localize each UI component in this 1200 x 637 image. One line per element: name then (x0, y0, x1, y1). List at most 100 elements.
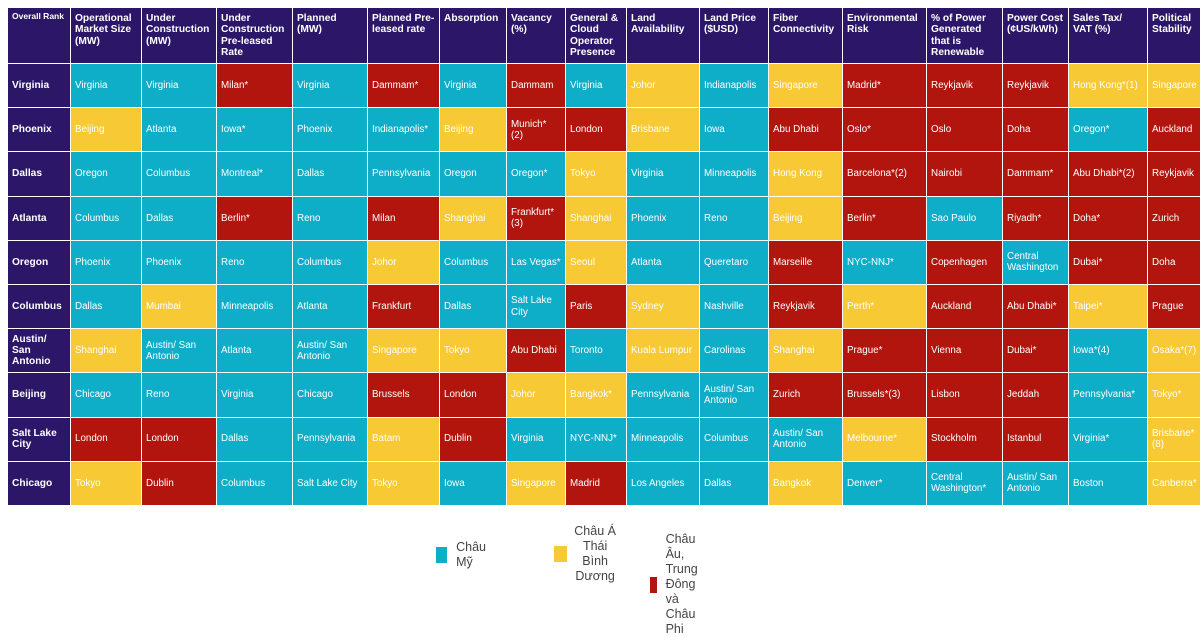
market-cell: Virginia (627, 152, 699, 196)
market-cell: Singapore (769, 64, 842, 108)
column-header: Absorption (440, 8, 506, 63)
market-cell: Salt Lake City (293, 461, 367, 505)
market-cell: Abu Dhabi* (1003, 284, 1068, 329)
market-cell: London (566, 108, 626, 152)
market-cell: Singapore (1148, 64, 1200, 108)
market-cell: Columbus (217, 461, 292, 505)
market-cell: Brussels*(3) (843, 373, 926, 417)
market-cell: Auckland (1148, 108, 1200, 152)
market-cell: Brisbane* (8) (1148, 417, 1200, 461)
column-header: Land Price ($USD) (700, 8, 768, 63)
market-cell: Oregon* (1069, 108, 1147, 152)
market-cell: Johor (507, 373, 565, 417)
market-cell: Prague* (843, 329, 926, 373)
market-cell: Barcelona*(2) (843, 152, 926, 196)
rank-cell: Columbus (8, 284, 70, 329)
market-cell: Marseille (769, 240, 842, 284)
market-cell: Virginia (507, 417, 565, 461)
market-cell: Chicago (71, 373, 141, 417)
rank-cell: Dallas (8, 152, 70, 196)
market-cell: Hong Kong (769, 152, 842, 196)
market-cell: Dallas (71, 284, 141, 329)
market-cell: Columbus (142, 152, 216, 196)
market-cell: Madrid* (843, 64, 926, 108)
market-cell: Seoul (566, 240, 626, 284)
market-cell: Tokyo (71, 461, 141, 505)
market-cell: Phoenix (142, 240, 216, 284)
market-cell: Canberra* (1148, 461, 1200, 505)
market-cell: Central Washington (1003, 240, 1068, 284)
market-cell: Hong Kong*(1) (1069, 64, 1147, 108)
market-cell: Zurich (1148, 196, 1200, 240)
market-cell: Austin/ San Antonio (700, 373, 768, 417)
column-header: Operational Market Size (MW) (71, 8, 141, 63)
market-cell: Dallas (217, 417, 292, 461)
market-cell: Reno (217, 240, 292, 284)
market-cell: Virginia (217, 373, 292, 417)
market-cell: Beijing (71, 108, 141, 152)
market-cell: Jeddah (1003, 373, 1068, 417)
legend-item: Châu Mỹ (436, 540, 491, 570)
market-cell: Iowa (440, 461, 506, 505)
market-cell: Dublin (142, 461, 216, 505)
market-cell: Carolinas (700, 329, 768, 373)
market-cell: Phoenix (627, 196, 699, 240)
market-cell: NYC-NNJ* (566, 417, 626, 461)
legend-swatch (554, 546, 567, 562)
market-cell: Columbus (293, 240, 367, 284)
market-cell: Batam (368, 417, 439, 461)
market-cell: Stockholm (927, 417, 1002, 461)
market-cell: Mumbai (142, 284, 216, 329)
market-cell: Pennsylvania (627, 373, 699, 417)
market-cell: Oslo (927, 108, 1002, 152)
market-cell: Minneapolis (217, 284, 292, 329)
market-cell: Atlanta (217, 329, 292, 373)
market-cell: Reno (142, 373, 216, 417)
column-header: Planned Pre-leased rate (368, 8, 439, 63)
market-cell: Abu Dhabi (769, 108, 842, 152)
market-cell: Johor (627, 64, 699, 108)
market-cell: Shanghai (566, 196, 626, 240)
market-cell: Virginia (293, 64, 367, 108)
market-cell: Virginia (142, 64, 216, 108)
market-cell: Prague (1148, 284, 1200, 329)
market-cell: Istanbul (1003, 417, 1068, 461)
market-cell: Indianapolis* (368, 108, 439, 152)
market-cell: Munich* (2) (507, 108, 565, 152)
market-cell: Tokyo (440, 329, 506, 373)
market-cell: Denver* (843, 461, 926, 505)
market-cell: Los Angeles (627, 461, 699, 505)
market-cell: Virginia (71, 64, 141, 108)
market-cell: Iowa (700, 108, 768, 152)
legend-label: Châu Âu, Trung Đông và Châu Phi (665, 532, 698, 636)
market-cell: Frankfurt* (3) (507, 196, 565, 240)
market-cell: Auckland (927, 284, 1002, 329)
column-header: % of Power Generated that is Renewable (927, 8, 1002, 63)
market-cell: London (71, 417, 141, 461)
market-cell: Nairobi (927, 152, 1002, 196)
column-header: Vacancy (%) (507, 8, 565, 63)
market-cell: Copenhagen (927, 240, 1002, 284)
market-cell: Vienna (927, 329, 1002, 373)
market-cell: Reykjavik (769, 284, 842, 329)
market-cell: Beijing (769, 196, 842, 240)
rank-cell: Virginia (8, 64, 70, 108)
market-cell: Shanghai (440, 196, 506, 240)
market-cell: Dublin (440, 417, 506, 461)
legend-label: Châu Mỹ (456, 540, 487, 569)
market-cell: Nashville (700, 284, 768, 329)
market-cell: Austin/ San Antonio (769, 417, 842, 461)
market-cell: Taipei* (1069, 284, 1147, 329)
market-cell: Virginia (566, 64, 626, 108)
column-header: Under Construction Pre-leased Rate (217, 8, 292, 63)
market-cell: Boston (1069, 461, 1147, 505)
market-cell: Oregon (71, 152, 141, 196)
market-cell: Reykjavik (1148, 152, 1200, 196)
market-cell: Shanghai (769, 329, 842, 373)
rank-cell: Beijing (8, 373, 70, 417)
market-cell: London (440, 373, 506, 417)
market-cell: Bangkok* (566, 373, 626, 417)
market-cell: Kuala Lumpur (627, 329, 699, 373)
market-cell: Madrid (566, 461, 626, 505)
market-cell: Berlin* (217, 196, 292, 240)
